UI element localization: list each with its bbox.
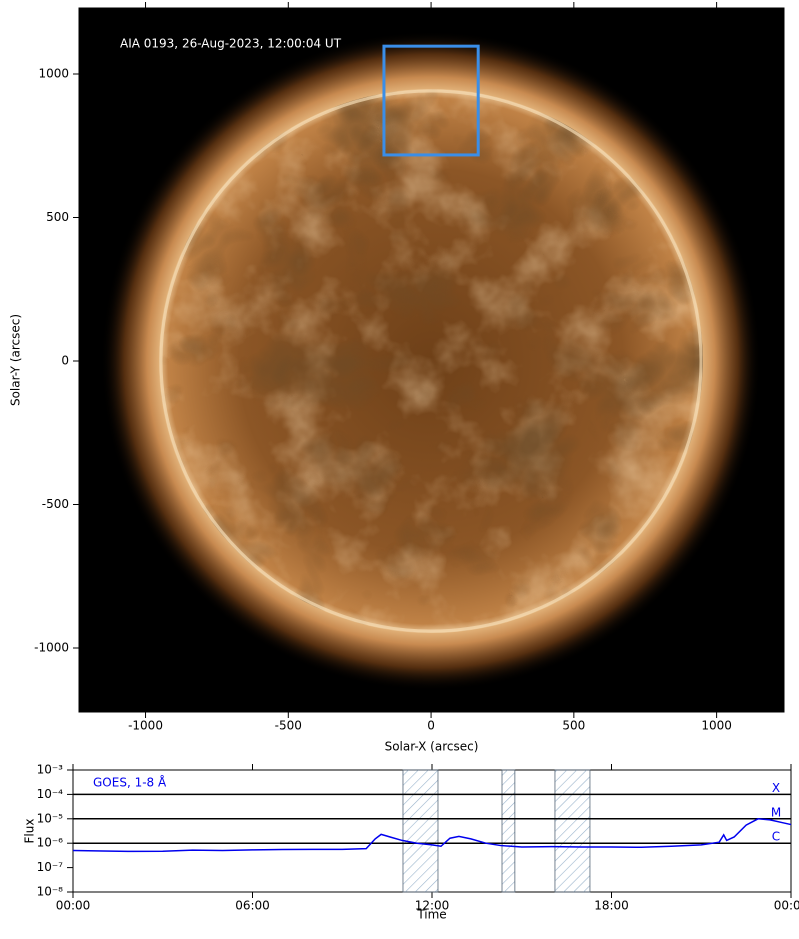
x-tick-label: -1000 <box>128 719 163 733</box>
x-tick-label: -500 <box>275 719 302 733</box>
x-axis-label: Solar-X (arcsec) <box>385 740 479 754</box>
y-tick-label: 10⁻⁴ <box>37 787 64 801</box>
region-box <box>382 44 480 157</box>
y-tick-label: 1000 <box>38 67 69 81</box>
y-tick-label: -500 <box>42 497 69 511</box>
x-axis-label: Time <box>416 908 446 922</box>
y-tick-label: 0 <box>61 354 69 368</box>
flux-line <box>72 818 792 853</box>
x-tick-label: 12:00 <box>415 899 450 913</box>
x-tick-label: 00:00 <box>56 899 91 913</box>
flare-level-label: X <box>772 781 780 795</box>
annotation: AIA 0193, 26-Aug-2023, 12:00:04 UT <box>120 37 342 51</box>
flare-level-label: C <box>772 830 780 844</box>
y-tick-label: 10⁻⁸ <box>37 885 64 899</box>
x-tick-label: 06:00 <box>235 899 270 913</box>
x-tick-label: 1000 <box>701 719 732 733</box>
y-tick-label: -1000 <box>34 641 69 655</box>
x-tick-label: 0 <box>427 719 435 733</box>
shaded-interval <box>554 769 591 893</box>
shaded-interval <box>501 769 516 893</box>
y-tick-label: 10⁻⁷ <box>37 860 64 874</box>
y-tick-label: 10⁻⁵ <box>37 811 64 825</box>
shaded-interval <box>402 769 439 893</box>
y-tick-label: 500 <box>46 210 69 224</box>
y-tick-label: 10⁻³ <box>37 763 64 777</box>
x-tick-label: 00:00 <box>774 899 799 913</box>
x-tick-label: 18:00 <box>594 899 629 913</box>
x-tick-label: 500 <box>562 719 585 733</box>
y-axis-label: Solar-Y (arcsec) <box>9 314 23 406</box>
solar-image <box>79 8 784 712</box>
y-axis-label: Flux <box>23 819 37 844</box>
axes-frame <box>78 7 785 713</box>
y-tick-label: 10⁻⁶ <box>37 836 64 850</box>
legend-entry: GOES, 1-8 Å <box>93 775 167 790</box>
flare-level-label: M <box>771 805 781 819</box>
